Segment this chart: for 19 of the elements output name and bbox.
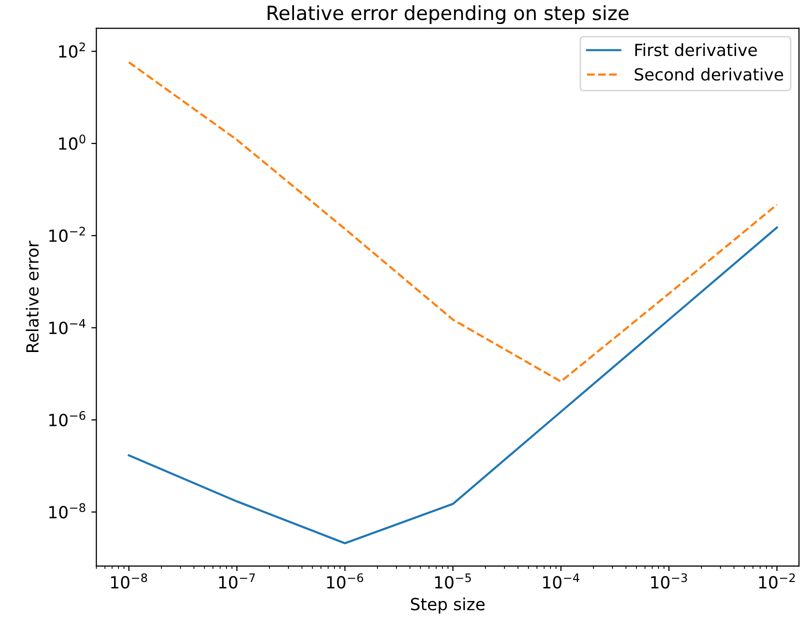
x-tick-label: 10$^{−4}$ — [543, 573, 580, 589]
x-tick-label: 10$^{−8}$ — [111, 573, 148, 589]
line-series — [128, 226, 778, 544]
y-tick-label: 10$^{0}$ — [59, 134, 86, 150]
y-axis-title: Relative error — [26, 240, 39, 352]
x-tick-label: 10$^{−6}$ — [327, 573, 364, 589]
legend-label: First derivative — [635, 43, 757, 56]
legend-label: Second derivative — [634, 68, 784, 81]
y-tick-label: 10$^{−2}$ — [49, 226, 85, 242]
x-axis-title: Step size — [410, 598, 485, 614]
y-tick-label: 10$^{−4}$ — [49, 319, 86, 334]
x-tick-label: 10$^{−7}$ — [219, 573, 255, 589]
x-tick-label: 10$^{−5}$ — [435, 573, 471, 589]
x-tick-label: 10$^{−3}$ — [651, 573, 687, 589]
y-tick-label: 10$^{−6}$ — [49, 411, 86, 426]
x-tick-label: 10$^{−2}$ — [759, 573, 795, 589]
chart-title: Relative error depending on step size — [268, 5, 628, 24]
y-tick-label: 10$^{−8}$ — [49, 503, 86, 518]
y-tick-label: 10$^{2}$ — [59, 42, 85, 58]
